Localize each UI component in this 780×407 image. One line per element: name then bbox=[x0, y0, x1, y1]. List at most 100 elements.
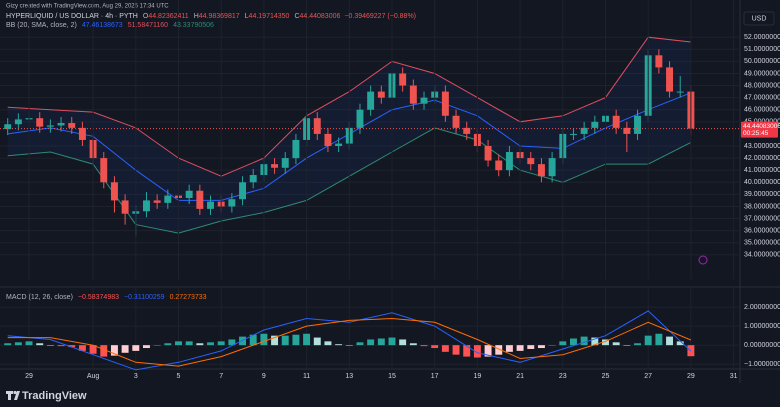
histogram-bar bbox=[175, 341, 182, 346]
candle-body bbox=[409, 85, 417, 104]
candle-body bbox=[399, 73, 407, 86]
candle-body bbox=[100, 158, 108, 183]
x-tick-label: 11 bbox=[303, 373, 310, 380]
histogram-bar bbox=[153, 345, 161, 346]
ohlc-label: O bbox=[143, 13, 149, 20]
y-tick-label: 34.00000000 bbox=[744, 252, 780, 259]
histogram-bar bbox=[185, 341, 193, 346]
histogram-bar bbox=[345, 345, 353, 346]
price-label-box bbox=[741, 121, 778, 138]
histogram-bar bbox=[580, 336, 588, 346]
y-tick-label: 46.00000000 bbox=[744, 107, 780, 114]
x-tick-label: 17 bbox=[431, 373, 439, 380]
y-tick-label: −1.00000000 bbox=[744, 361, 780, 368]
histogram-bar bbox=[4, 343, 12, 346]
candle-body bbox=[164, 195, 172, 203]
histogram-bar bbox=[644, 335, 652, 346]
histogram-bar bbox=[132, 345, 140, 351]
candle-body bbox=[495, 160, 503, 171]
histogram-bar bbox=[324, 341, 332, 346]
histogram-bar bbox=[409, 343, 417, 346]
histogram-bar bbox=[676, 341, 684, 346]
y-tick-label: 50.00000000 bbox=[744, 58, 780, 65]
y-tick-label: 49.00000000 bbox=[744, 70, 780, 77]
y-tick-label: 0.00000000 bbox=[744, 342, 780, 349]
histogram-bar bbox=[655, 333, 663, 346]
histogram-bar bbox=[217, 341, 225, 346]
candle-body bbox=[110, 182, 118, 201]
histogram-bar bbox=[260, 333, 268, 346]
candle-body bbox=[676, 91, 684, 93]
candle-body bbox=[537, 164, 545, 177]
y-tick-label: 41.00000000 bbox=[744, 167, 780, 174]
candle-body bbox=[292, 139, 300, 159]
countdown: 00:25:45 bbox=[743, 130, 769, 137]
candle-body bbox=[634, 115, 641, 134]
indicator-name: MACD (12, 26, close) bbox=[6, 294, 73, 301]
indicator-name: BB (20, SMA, close, 2) bbox=[6, 22, 77, 29]
candle-body bbox=[655, 55, 663, 68]
candle-body bbox=[313, 118, 321, 134]
candle-body bbox=[185, 190, 193, 198]
histogram-bar bbox=[228, 339, 236, 346]
histogram-bar bbox=[36, 343, 44, 346]
histogram-bar bbox=[388, 337, 396, 346]
histogram-bar bbox=[57, 345, 65, 347]
candle-body bbox=[4, 124, 12, 130]
ohlc-label: H bbox=[194, 13, 199, 20]
candle-body bbox=[463, 127, 471, 134]
histogram-bar bbox=[207, 342, 214, 346]
histogram-bar bbox=[505, 345, 513, 352]
y-tick-label: 40.00000000 bbox=[744, 179, 780, 186]
candle-body bbox=[196, 190, 204, 209]
x-tick-label: 9 bbox=[262, 373, 266, 380]
candle-body bbox=[420, 97, 428, 104]
histogram-bar bbox=[569, 338, 577, 346]
histogram-bar bbox=[612, 342, 620, 346]
candle-body bbox=[239, 182, 247, 200]
histogram-bar bbox=[591, 337, 599, 346]
candle-body bbox=[452, 115, 460, 128]
symbol: HYPERLIQUID / US DOLLAR · 4h · PYTH bbox=[6, 13, 138, 20]
y-tick-label: 52.00000000 bbox=[744, 34, 780, 41]
candle-body bbox=[281, 158, 289, 168]
macd-line bbox=[7, 317, 692, 367]
histogram-bar bbox=[548, 345, 556, 346]
x-tick-label: 29 bbox=[25, 373, 33, 380]
histogram-bar bbox=[335, 344, 343, 346]
candle-body bbox=[591, 121, 599, 128]
macd-line bbox=[7, 310, 692, 371]
candle-body bbox=[505, 152, 513, 171]
histogram-bar bbox=[623, 345, 631, 346]
histogram-bar bbox=[68, 345, 76, 348]
candle-body bbox=[484, 146, 492, 161]
histogram-bar bbox=[292, 334, 300, 346]
y-tick-label: 39.00000000 bbox=[744, 191, 780, 198]
ohlc-label: C bbox=[294, 13, 299, 20]
candle-body bbox=[527, 158, 535, 165]
candle-body bbox=[57, 123, 65, 126]
y-tick-label: 2.00000000 bbox=[744, 304, 780, 311]
histogram-bar bbox=[164, 343, 172, 346]
histogram-bar bbox=[602, 339, 609, 346]
change: −0.39469227 (−0.88%) bbox=[344, 13, 416, 20]
candle-body bbox=[207, 201, 214, 209]
indicator-value: 0.27273733 bbox=[170, 294, 207, 301]
legend: HYPERLIQUID / US DOLLAR · 4h · PYTH O44.8… bbox=[6, 13, 416, 20]
histogram-bar bbox=[142, 345, 150, 349]
histogram-bar bbox=[559, 341, 567, 346]
pane bbox=[0, 0, 740, 368]
ohlc-value: 44.19714350 bbox=[249, 13, 290, 20]
histogram-bar bbox=[399, 339, 407, 346]
histogram-bar bbox=[110, 345, 118, 356]
histogram-bar bbox=[431, 345, 439, 349]
x-tick-label: 29 bbox=[687, 373, 695, 380]
candle-body bbox=[324, 133, 332, 146]
histogram-bar bbox=[46, 345, 54, 346]
candle-body bbox=[367, 91, 375, 110]
y-tick-label: 47.00000000 bbox=[744, 94, 780, 101]
footer-bar bbox=[0, 385, 780, 407]
histogram-bar bbox=[121, 345, 129, 353]
histogram-bar bbox=[420, 345, 428, 347]
